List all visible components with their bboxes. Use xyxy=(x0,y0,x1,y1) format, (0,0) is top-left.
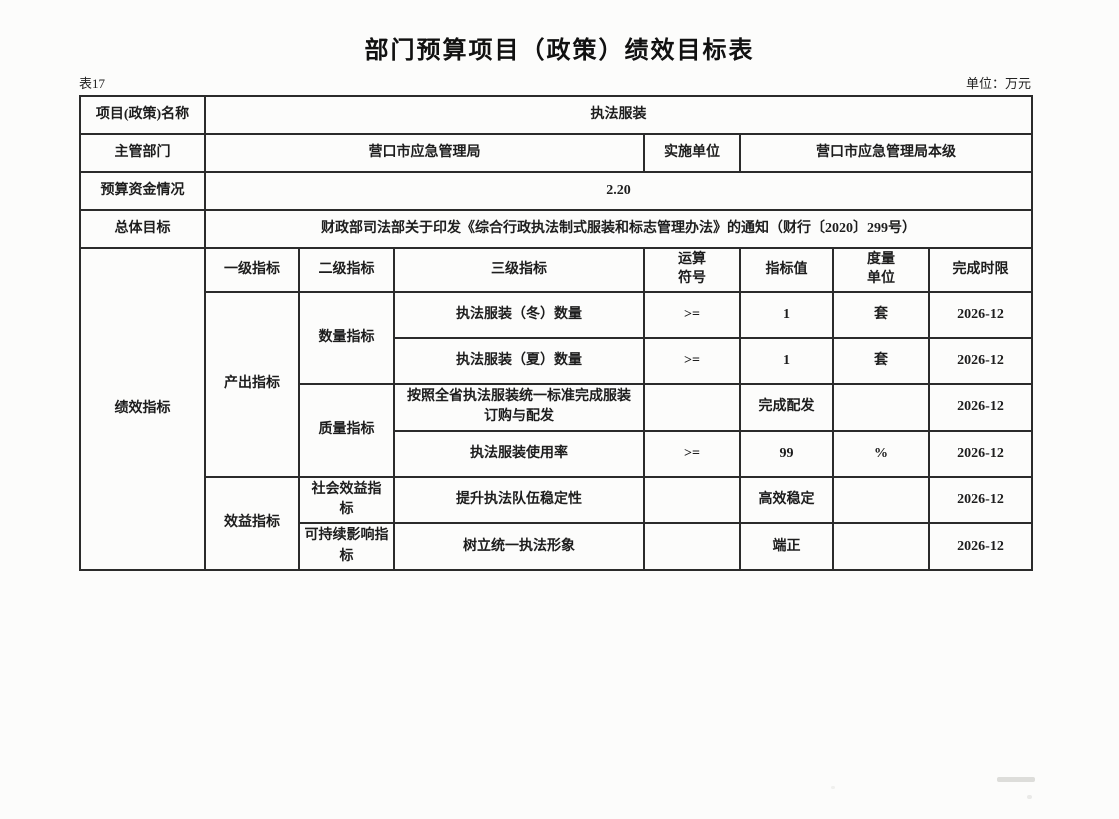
dept-value-cell: 营口市应急管理局 xyxy=(204,133,645,173)
perf-section-label-cell: 绩效指标 xyxy=(79,247,206,571)
operator-cell: >= xyxy=(643,337,741,386)
unit-cell xyxy=(832,475,930,525)
impl-value-cell: 营口市应急管理局本级 xyxy=(739,133,1033,173)
indicator-row: 执法服装使用率 >= 99 % 2026-12 xyxy=(80,429,1033,478)
header-unit-text: 度量单位 xyxy=(866,252,895,286)
indicator-name-cell: 按照全省执法服装统一标准完成服装订购与配发 xyxy=(393,383,645,432)
value-cell: 1 xyxy=(739,337,834,386)
output-indicator-group-cell: 产出指标 xyxy=(204,291,300,478)
page-title: 部门预算项目（政策）绩效目标表 xyxy=(364,38,755,64)
scan-artifact xyxy=(831,786,835,789)
value-cell: 端正 xyxy=(739,522,834,571)
scan-artifact xyxy=(997,777,1035,782)
header-operator-text: 运算符号 xyxy=(677,252,706,286)
header-level2-cell: 二级指标 xyxy=(298,246,395,294)
dept-label-cell: 主管部门 xyxy=(79,133,206,173)
indicator-name-cell: 执法服装（冬）数量 xyxy=(393,291,645,340)
indicator-name-cell: 执法服装使用率 xyxy=(393,429,645,478)
deadline-cell: 2026-12 xyxy=(928,291,1033,340)
indicator-name-cell: 执法服装（夏）数量 xyxy=(393,337,645,386)
operator-cell xyxy=(643,383,741,432)
operator-cell: >= xyxy=(643,429,741,478)
performance-target-table: 项目(政策)名称 执法服装 主管部门 营口市应急管理局 实施单位 营口市应急管理… xyxy=(79,95,1033,571)
budget-row: 预算资金情况 2.20 xyxy=(79,171,1033,211)
operator-cell: >= xyxy=(643,291,741,340)
indicator-name-cell: 提升执法队伍稳定性 xyxy=(393,475,645,525)
header-operator-cell: 运算符号 xyxy=(643,246,741,294)
unit-cell: 套 xyxy=(832,337,930,386)
operator-cell xyxy=(643,522,741,571)
department-row: 主管部门 营口市应急管理局 实施单位 营口市应急管理局本级 xyxy=(79,133,1033,173)
indicator-row: 执法服装（夏）数量 >= 1 套 2026-12 xyxy=(80,337,1033,386)
header-unit-cell: 度量单位 xyxy=(832,246,930,294)
meta-row: 表17 单位：万元 xyxy=(79,73,1031,92)
unit-cell xyxy=(832,522,930,571)
deadline-cell: 2026-12 xyxy=(928,429,1033,478)
table-number: 表17 xyxy=(79,76,106,91)
operator-cell xyxy=(643,475,741,525)
social-benefit-group-cell: 社会效益指标 xyxy=(298,475,395,525)
indicator-row: 产出指标 数量指标 执法服装（冬）数量 >= 1 套 2026-12 xyxy=(80,291,1033,478)
unit-cell: % xyxy=(832,429,930,478)
indicator-row: 质量指标 按照全省执法服装统一标准完成服装订购与配发 完成配发 2026-12 xyxy=(80,383,1033,478)
deadline-cell: 2026-12 xyxy=(928,475,1033,525)
indicator-row: 可持续影响指标 树立统一执法形象 端正 2026-12 xyxy=(80,522,1033,571)
project-name-label-cell: 项目(政策)名称 xyxy=(79,95,206,135)
overall-goal-row: 总体目标 财政部司法部关于印发《综合行政执法制式服装和标志管理办法》的通知（财行… xyxy=(79,209,1033,249)
unit-cell xyxy=(832,383,930,432)
project-name-value-cell: 执法服装 xyxy=(204,95,1033,135)
header-deadline-cell: 完成时限 xyxy=(928,246,1033,294)
unit-cell: 套 xyxy=(832,291,930,340)
deadline-cell: 2026-12 xyxy=(928,337,1033,386)
project-name-row: 项目(政策)名称 执法服装 xyxy=(79,95,1033,135)
impl-label-cell: 实施单位 xyxy=(643,133,741,173)
deadline-cell: 2026-12 xyxy=(928,383,1033,432)
scan-artifact xyxy=(1027,795,1032,799)
indicator-name-cell: 树立统一执法形象 xyxy=(393,522,645,571)
indicator-header-row: 绩效指标 一级指标 二级指标 三级指标 运算符号 指标值 度量单位 完成时限 xyxy=(79,246,1033,571)
header-level3-cell: 三级指标 xyxy=(393,246,645,294)
goal-label-cell: 总体目标 xyxy=(79,209,206,249)
benefit-indicator-group-cell: 效益指标 xyxy=(204,475,300,571)
quantity-indicator-group-cell: 数量指标 xyxy=(298,291,395,386)
budget-label-cell: 预算资金情况 xyxy=(79,171,206,211)
deadline-cell: 2026-12 xyxy=(928,522,1033,571)
goal-value-cell: 财政部司法部关于印发《综合行政执法制式服装和标志管理办法》的通知（财行〔2020… xyxy=(204,209,1033,249)
value-cell: 1 xyxy=(739,291,834,340)
budget-value-cell: 2.20 xyxy=(204,171,1033,211)
unit-note: 单位：万元 xyxy=(965,76,1031,91)
value-cell: 高效稳定 xyxy=(739,475,834,525)
sustainable-impact-group-cell: 可持续影响指标 xyxy=(298,522,395,571)
value-cell: 完成配发 xyxy=(739,383,834,432)
quality-indicator-group-cell: 质量指标 xyxy=(298,383,395,478)
header-value-cell: 指标值 xyxy=(739,246,834,294)
value-cell: 99 xyxy=(739,429,834,478)
header-level1-cell: 一级指标 xyxy=(204,246,300,294)
indicator-row: 效益指标 社会效益指标 提升执法队伍稳定性 高效稳定 2026-12 xyxy=(80,475,1033,571)
